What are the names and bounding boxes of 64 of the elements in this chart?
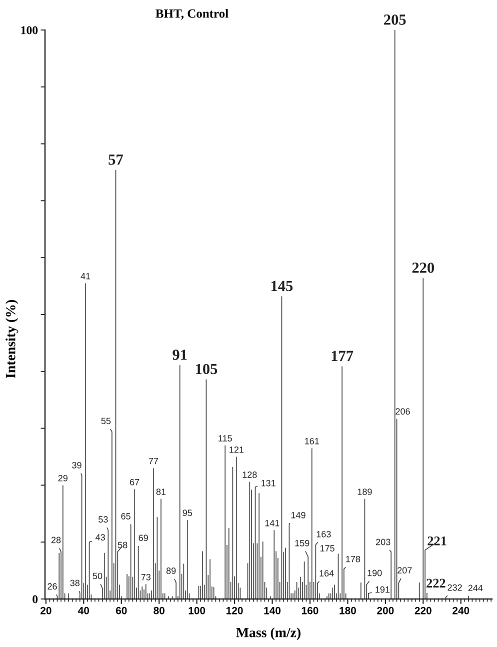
- annotation: 191: [376, 586, 390, 593]
- x-tick-label: 100: [188, 606, 206, 614]
- x-tick-label: 180: [340, 606, 356, 614]
- annotation: 145: [271, 280, 293, 292]
- annotation: 58: [118, 542, 128, 548]
- annotation: 43: [96, 534, 105, 541]
- y-tick-label: 0: [32, 595, 38, 604]
- annotation: 53: [98, 516, 108, 523]
- annotation: 50: [92, 572, 102, 580]
- annotation: 121: [230, 446, 244, 453]
- annotation: 222: [426, 578, 446, 588]
- x-tick-label: 60: [116, 606, 127, 614]
- annotation: 244: [468, 584, 483, 592]
- annotation: 28: [51, 536, 61, 544]
- annotation: 207: [398, 567, 412, 574]
- annotation: 190: [368, 570, 382, 576]
- annotation: 95: [182, 510, 192, 516]
- annotation: 81: [156, 488, 166, 495]
- annotation: 38: [70, 580, 80, 586]
- annotation: 221: [428, 536, 446, 546]
- annotation: 105: [196, 364, 218, 374]
- x-tick-label: 40: [78, 606, 90, 614]
- x-tick-label: 120: [226, 606, 243, 614]
- x-tick-label: 240: [452, 606, 470, 614]
- annotation: 128: [242, 472, 257, 478]
- annotation: 141: [265, 520, 280, 526]
- annotation: 159: [295, 540, 310, 546]
- annotation: 65: [121, 513, 130, 520]
- annotation: 67: [130, 478, 140, 486]
- y-axis-title: Intensity (%): [6, 300, 18, 378]
- annotation: 89: [166, 568, 176, 574]
- annotation: 73: [141, 574, 151, 580]
- annotation: 57: [108, 154, 123, 165]
- annotation: 29: [58, 474, 68, 482]
- annotation: 91: [172, 350, 187, 360]
- annotation: 115: [218, 435, 232, 442]
- annotation: 161: [305, 438, 319, 444]
- x-tick-label: 20: [40, 606, 52, 614]
- x-tick-label: 220: [414, 606, 432, 614]
- annotation: 26: [48, 583, 57, 590]
- annotation: 189: [358, 488, 372, 495]
- annotation: 164: [320, 570, 334, 576]
- annotation: 203: [376, 538, 390, 546]
- annotation: 177: [332, 350, 354, 361]
- annotation: 69: [138, 534, 148, 542]
- annotation: 178: [346, 556, 360, 562]
- annotation: 163: [316, 530, 331, 538]
- annotation: 205: [384, 14, 406, 25]
- annotation: 175: [320, 545, 334, 552]
- annotation: 220: [412, 262, 434, 273]
- annotation: 131: [261, 480, 276, 486]
- annotation: 39: [72, 462, 82, 468]
- chart-title: BHT, Control: [156, 8, 228, 20]
- annotation: 232: [448, 584, 462, 591]
- annotation: 149: [291, 512, 306, 518]
- x-axis-title: Mass (m/z): [236, 627, 300, 640]
- annotation: 206: [396, 408, 410, 415]
- x-tick-label: 200: [377, 606, 394, 614]
- annotation: 41: [80, 273, 90, 280]
- annotation: 77: [148, 458, 158, 464]
- x-tick-label: 80: [154, 606, 164, 614]
- x-tick-label: 140: [264, 606, 281, 614]
- annotation: 55: [101, 418, 111, 424]
- x-tick-label: 160: [302, 606, 318, 614]
